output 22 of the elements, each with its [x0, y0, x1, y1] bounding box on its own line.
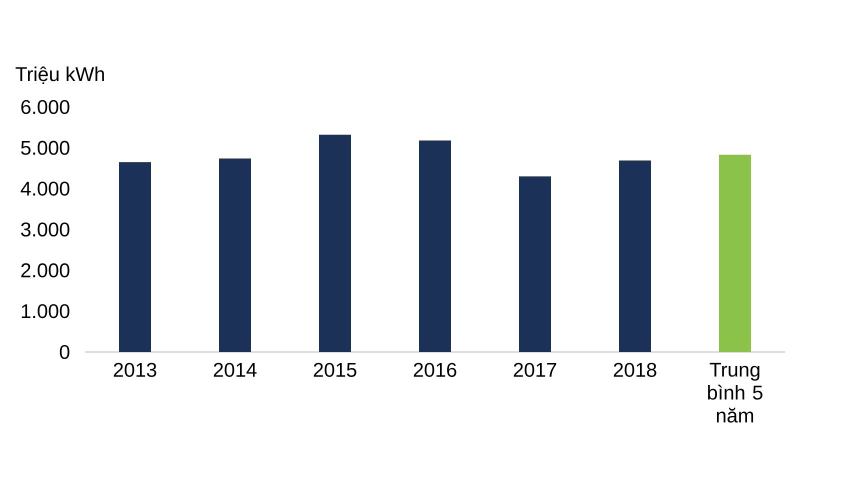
bar — [619, 160, 651, 352]
y-tick-label: 1.000 — [22, 304, 70, 318]
y-tick-label: 2.000 — [21, 263, 70, 278]
bar — [719, 154, 752, 352]
y-axis-title: Triệu kWh — [16, 66, 104, 84]
x-tick-label: 2015 — [314, 362, 356, 377]
x-tick-label: 2018 — [614, 362, 656, 377]
bar — [219, 158, 251, 352]
bar — [419, 140, 451, 352]
y-tick-label: 5.000 — [21, 140, 70, 155]
y-tick-label: 0 — [60, 344, 70, 360]
y-tick-label: 4.000 — [20, 182, 70, 196]
bar — [119, 162, 151, 352]
x-tick-label: 2016 — [414, 362, 456, 377]
x-tick-label: 2014 — [214, 362, 257, 377]
bar — [319, 134, 351, 352]
x-tick-label: 2013 — [114, 362, 156, 377]
bar — [519, 176, 551, 352]
y-tick-label: 3.000 — [21, 222, 70, 237]
y-tick-label: 6.000 — [21, 100, 70, 114]
x-tick-label: 2017 — [514, 362, 556, 377]
x-tick-label: Trung bình 5 năm — [708, 362, 762, 423]
